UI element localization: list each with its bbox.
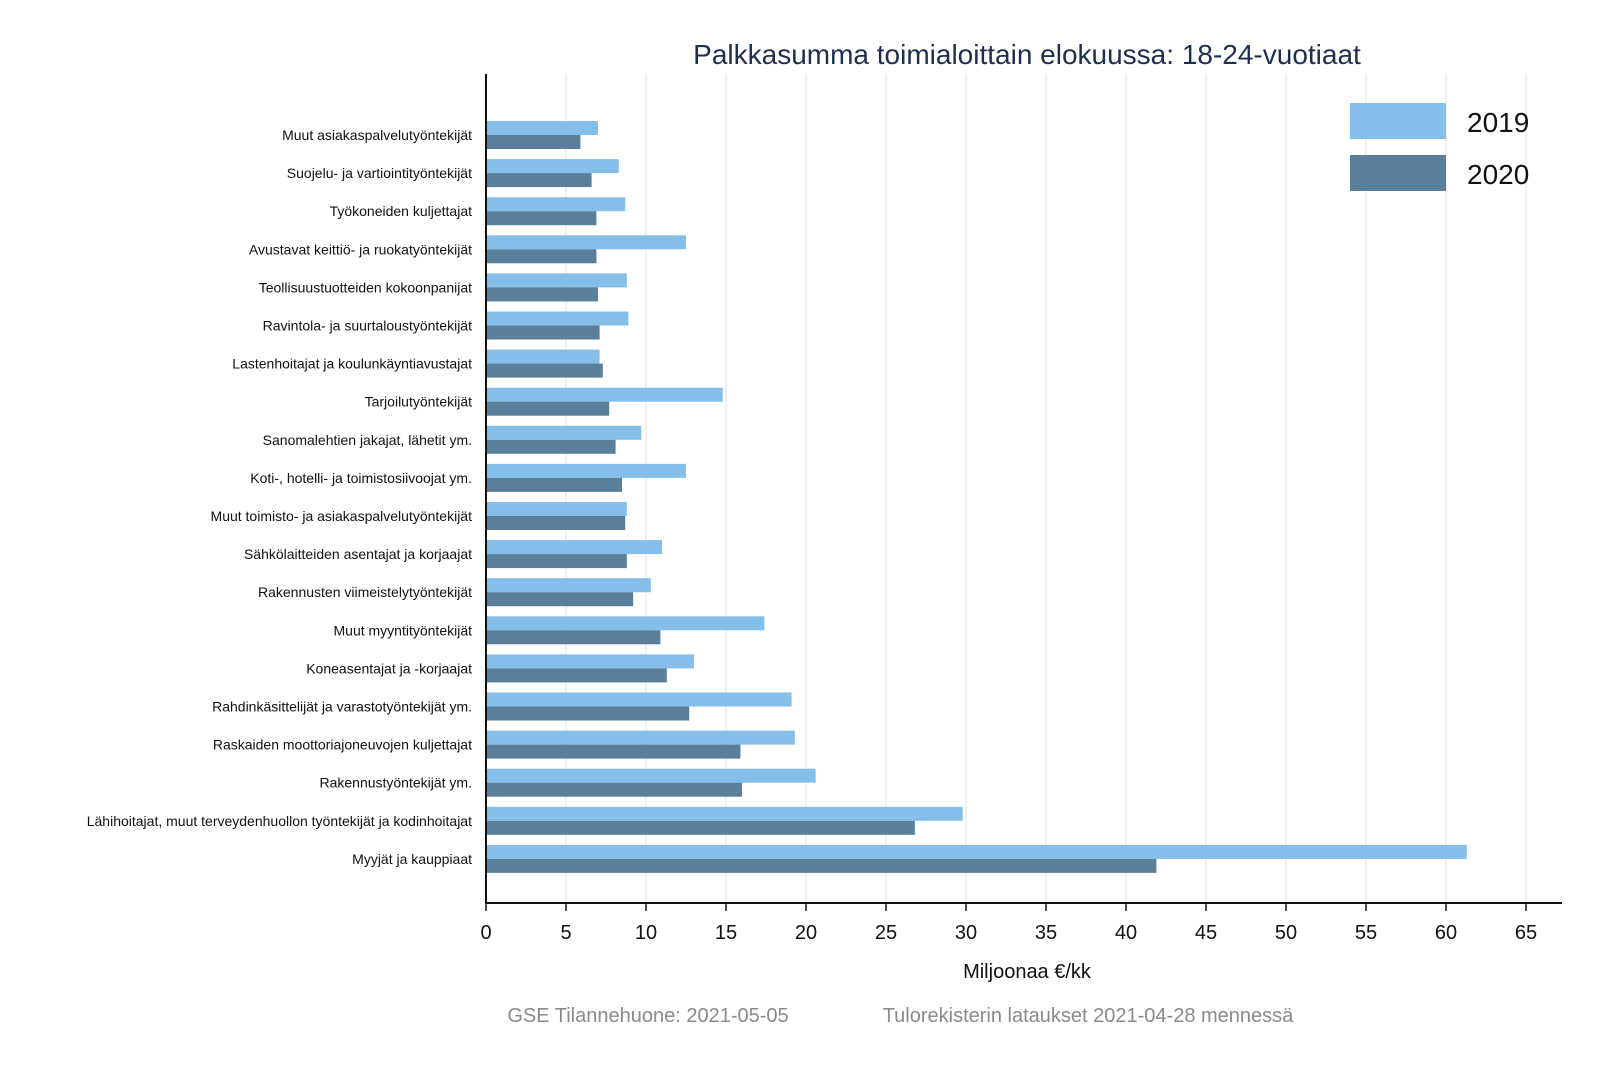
bar-2020-8 (486, 439, 616, 454)
category-label: Myyjät ja kauppiaat (352, 851, 472, 867)
bar-2020-10 (486, 516, 626, 530)
x-tick-label-35: 35 (1035, 922, 1057, 944)
category-label: Muut asiakaspalvelutyöntekijät (282, 127, 472, 143)
x-tick-label-5: 5 (560, 922, 571, 944)
x-tick-label-45: 45 (1195, 922, 1217, 944)
x-tick-label-60: 60 (1435, 922, 1457, 944)
legend: 2019 2020 (1350, 103, 1529, 191)
gridlines (565, 74, 1527, 903)
bar-2020-3 (486, 249, 597, 264)
category-label: Sanomalehtien jakajat, lähetit ym. (263, 432, 472, 448)
bar-2020-1 (486, 173, 592, 188)
x-tick-label-15: 15 (715, 922, 737, 944)
bar-2020-14 (486, 668, 667, 683)
bar-2019-8 (486, 425, 642, 440)
bar-2020-16 (486, 744, 741, 759)
legend-label-2020: 2020 (1467, 159, 1529, 190)
footer-source: GSE Tilannehuone: 2021-05-05 (507, 1005, 788, 1027)
category-labels: Muut asiakaspalvelutyöntekijät Suojelu- j… (87, 127, 472, 867)
bar-2019-9 (486, 463, 686, 478)
bar-2019-6 (486, 349, 600, 364)
bar-2019-2 (486, 197, 626, 212)
bar-2020-2 (486, 211, 597, 226)
category-label: Rakennustyöntekijät ym. (319, 775, 472, 791)
x-tick-label-65: 65 (1515, 922, 1537, 944)
category-label: Rahdinkäsittelijät ja varastotyöntekijät… (212, 699, 472, 715)
bar-2019-1 (486, 159, 619, 174)
bar-2020-17 (486, 782, 742, 797)
category-label: Koti-, hotelli- ja toimistosiivoojat ym. (250, 470, 472, 486)
bar-2020-4 (486, 287, 598, 302)
bar-2019-12 (486, 578, 651, 593)
bar-2019-4 (486, 273, 627, 288)
bars (486, 121, 1467, 873)
category-label: Tarjoilutyöntekijät (365, 394, 472, 410)
x-tick-label-40: 40 (1115, 922, 1137, 944)
bar-2019-13 (486, 616, 765, 631)
bar-2020-12 (486, 592, 634, 607)
x-axis-label: Miljoonaa €/kk (963, 961, 1092, 983)
bar-2020-6 (486, 363, 603, 378)
legend-label-2019: 2019 (1467, 107, 1529, 138)
category-label: Teollisuustuotteiden kokoonpanijat (259, 279, 472, 295)
bar-2019-3 (486, 235, 686, 250)
category-label: Ravintola- ja suurtaloustyöntekijät (263, 318, 472, 334)
x-tick-label-25: 25 (875, 922, 897, 944)
bar-2019-19 (486, 844, 1467, 859)
category-label: Raskaiden moottoriajoneuvojen kuljettaja… (213, 737, 472, 753)
bar-2019-10 (486, 502, 627, 516)
legend-swatch-2020 (1350, 155, 1446, 191)
category-label: Sähkölaitteiden asentajat ja korjaajat (244, 546, 472, 562)
bar-2019-16 (486, 730, 795, 745)
bar-2019-0 (486, 121, 598, 135)
bar-2020-13 (486, 630, 661, 645)
category-label: Rakennusten viimeistelytyöntekijät (258, 584, 472, 600)
bar-2020-0 (486, 135, 581, 149)
category-label: Koneasentajat ja -korjaajat (306, 660, 472, 676)
category-label: Lähihoitajat, muut terveydenhuollon työn… (87, 813, 472, 829)
footer-note: Tulorekisterin lataukset 2021-04-28 menn… (883, 1005, 1294, 1027)
category-label: Muut myyntityöntekijät (334, 622, 473, 638)
x-tick-label-20: 20 (795, 922, 817, 944)
bar-2020-11 (486, 554, 627, 569)
x-ticks: 0 5 10 15 20 25 30 35 40 45 50 55 60 65 (480, 903, 1537, 944)
bar-2019-15 (486, 692, 792, 707)
bar-2019-14 (486, 654, 694, 669)
bar-2019-7 (486, 387, 723, 402)
category-label: Lastenhoitajat ja koulunkäyntiavustajat (232, 356, 472, 372)
x-tick-label-50: 50 (1275, 922, 1297, 944)
legend-swatch-2019 (1350, 103, 1446, 139)
x-tick-label-10: 10 (635, 922, 657, 944)
bar-2020-5 (486, 325, 600, 340)
bar-2019-17 (486, 768, 816, 783)
bar-2019-18 (486, 806, 963, 821)
category-label: Muut toimisto- ja asiakaspalvelutyönteki… (211, 508, 473, 524)
bar-2020-18 (486, 820, 915, 835)
x-tick-label-30: 30 (955, 922, 977, 944)
bar-2020-9 (486, 477, 622, 492)
category-label: Suojelu- ja vartiointityöntekijät (287, 165, 472, 181)
category-label: Työkoneiden kuljettajat (330, 203, 473, 219)
axes (485, 74, 1562, 904)
bar-2019-11 (486, 540, 662, 555)
bar-2019-5 (486, 311, 629, 326)
category-label: Avustavat keittiö- ja ruokatyöntekijät (249, 241, 472, 257)
x-tick-label-0: 0 (480, 922, 491, 944)
x-tick-label-55: 55 (1355, 922, 1377, 944)
bar-2020-15 (486, 706, 690, 721)
bar-2020-7 (486, 401, 610, 416)
bar-2020-19 (486, 858, 1157, 873)
chart-title: Palkkasumma toimialoittain elokuussa: 18… (693, 39, 1361, 70)
